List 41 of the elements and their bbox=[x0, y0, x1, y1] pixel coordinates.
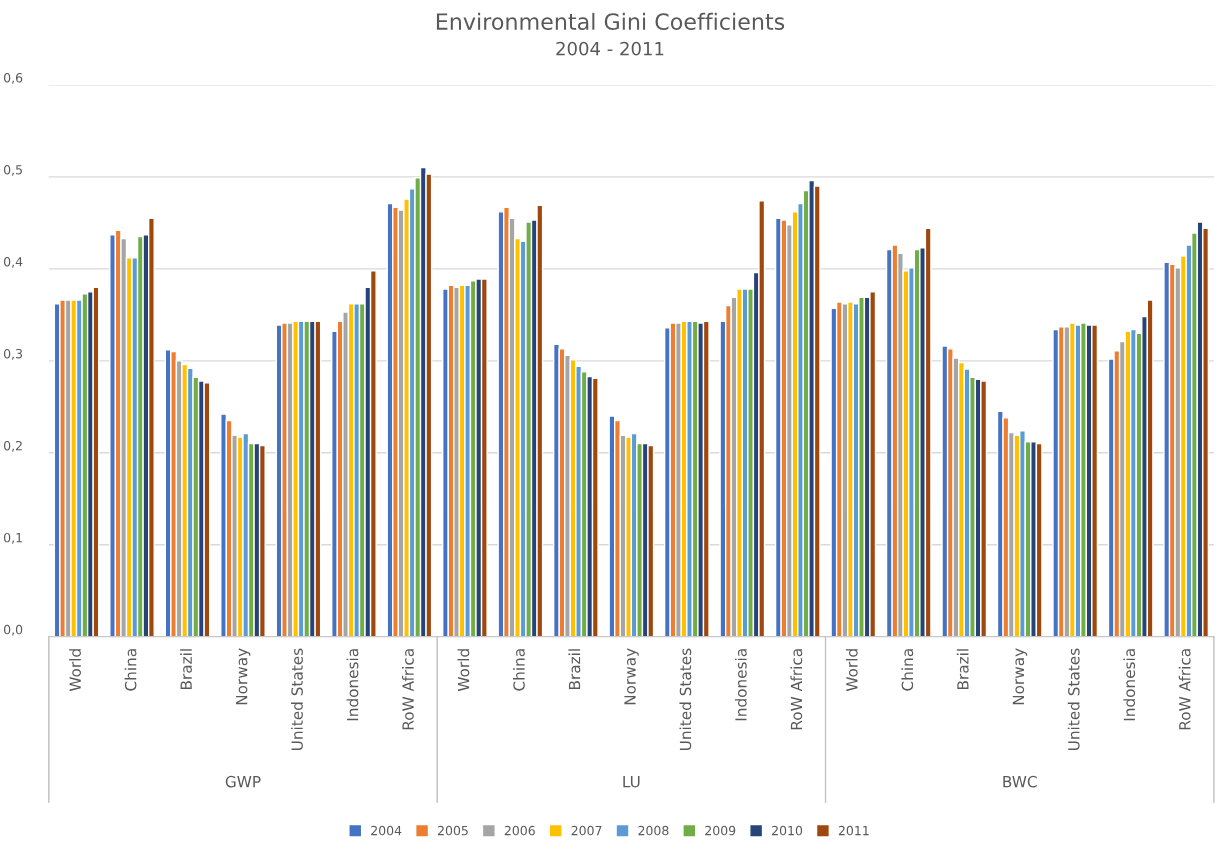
y-tick-label: 0,3 bbox=[3, 348, 23, 360]
x-tick-label: Indonesia bbox=[346, 649, 359, 721]
x-tick-label: Brazil bbox=[956, 649, 969, 689]
x-tick-label: China bbox=[124, 649, 137, 691]
x-tick-label: United States bbox=[291, 648, 303, 750]
y-tick-label: 0,4 bbox=[3, 256, 23, 268]
x-tick-label: World bbox=[457, 649, 470, 692]
x-tick-label: World bbox=[845, 649, 858, 692]
legend-label: 2011 bbox=[838, 825, 869, 836]
x-tick-label: Norway bbox=[624, 648, 639, 705]
legend-label: 2009 bbox=[705, 825, 736, 836]
x-tick-label: Brazil bbox=[180, 649, 192, 689]
x-tick-label: Brazil bbox=[568, 649, 581, 689]
x-tick-label: United States bbox=[679, 648, 692, 750]
legend-label: 2007 bbox=[571, 825, 602, 836]
y-tick-label: 0,0 bbox=[3, 624, 23, 636]
legend-label: 2008 bbox=[638, 825, 669, 836]
x-tick-label: RoW Africa bbox=[1178, 649, 1191, 730]
chart-title: Environmental Gini Coefficients bbox=[436, 12, 785, 31]
legend-label: 2006 bbox=[504, 825, 535, 836]
x-tick-label: Indonesia bbox=[1123, 649, 1136, 721]
text: GWP bbox=[225, 775, 261, 788]
y-tick-label: 0,6 bbox=[3, 73, 23, 84]
x-tick-label: Norway bbox=[1012, 648, 1028, 705]
x-tick-label: Norway bbox=[236, 648, 251, 705]
y-tick-label: 0,5 bbox=[3, 165, 22, 176]
x-tick-label: RoW Africa bbox=[402, 649, 414, 730]
legend-label: 2010 bbox=[772, 825, 803, 836]
x-tick-label: China bbox=[901, 649, 914, 691]
text: LU bbox=[623, 776, 640, 788]
x-tick-label: RoW Africa bbox=[790, 649, 803, 730]
x-tick-label: United States bbox=[1067, 648, 1080, 750]
legend-label: 2005 bbox=[437, 825, 468, 836]
y-tick-label: 0,2 bbox=[3, 440, 22, 452]
y-tick-label: 0,1 bbox=[3, 532, 22, 544]
text: BWC bbox=[1003, 775, 1037, 788]
x-tick-label: World bbox=[69, 649, 81, 692]
x-tick-label: China bbox=[513, 649, 525, 691]
x-tick-label: Indonesia bbox=[734, 649, 747, 721]
legend-label: 2004 bbox=[371, 825, 402, 836]
chart-subtitle: 2004 - 2011 bbox=[556, 41, 664, 56]
